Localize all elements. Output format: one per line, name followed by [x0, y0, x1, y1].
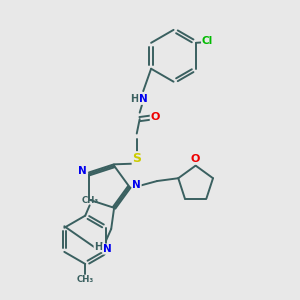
Text: S: S: [132, 152, 141, 165]
Text: Cl: Cl: [202, 36, 213, 46]
Text: N: N: [103, 244, 111, 254]
Text: H: H: [130, 94, 139, 104]
Text: O: O: [150, 112, 160, 122]
Text: CH₃: CH₃: [82, 196, 99, 205]
Text: N: N: [132, 180, 141, 190]
Text: N: N: [78, 166, 86, 176]
Text: N: N: [139, 94, 148, 104]
Text: H: H: [94, 242, 102, 252]
Text: O: O: [191, 154, 200, 164]
Text: CH₃: CH₃: [76, 275, 94, 284]
